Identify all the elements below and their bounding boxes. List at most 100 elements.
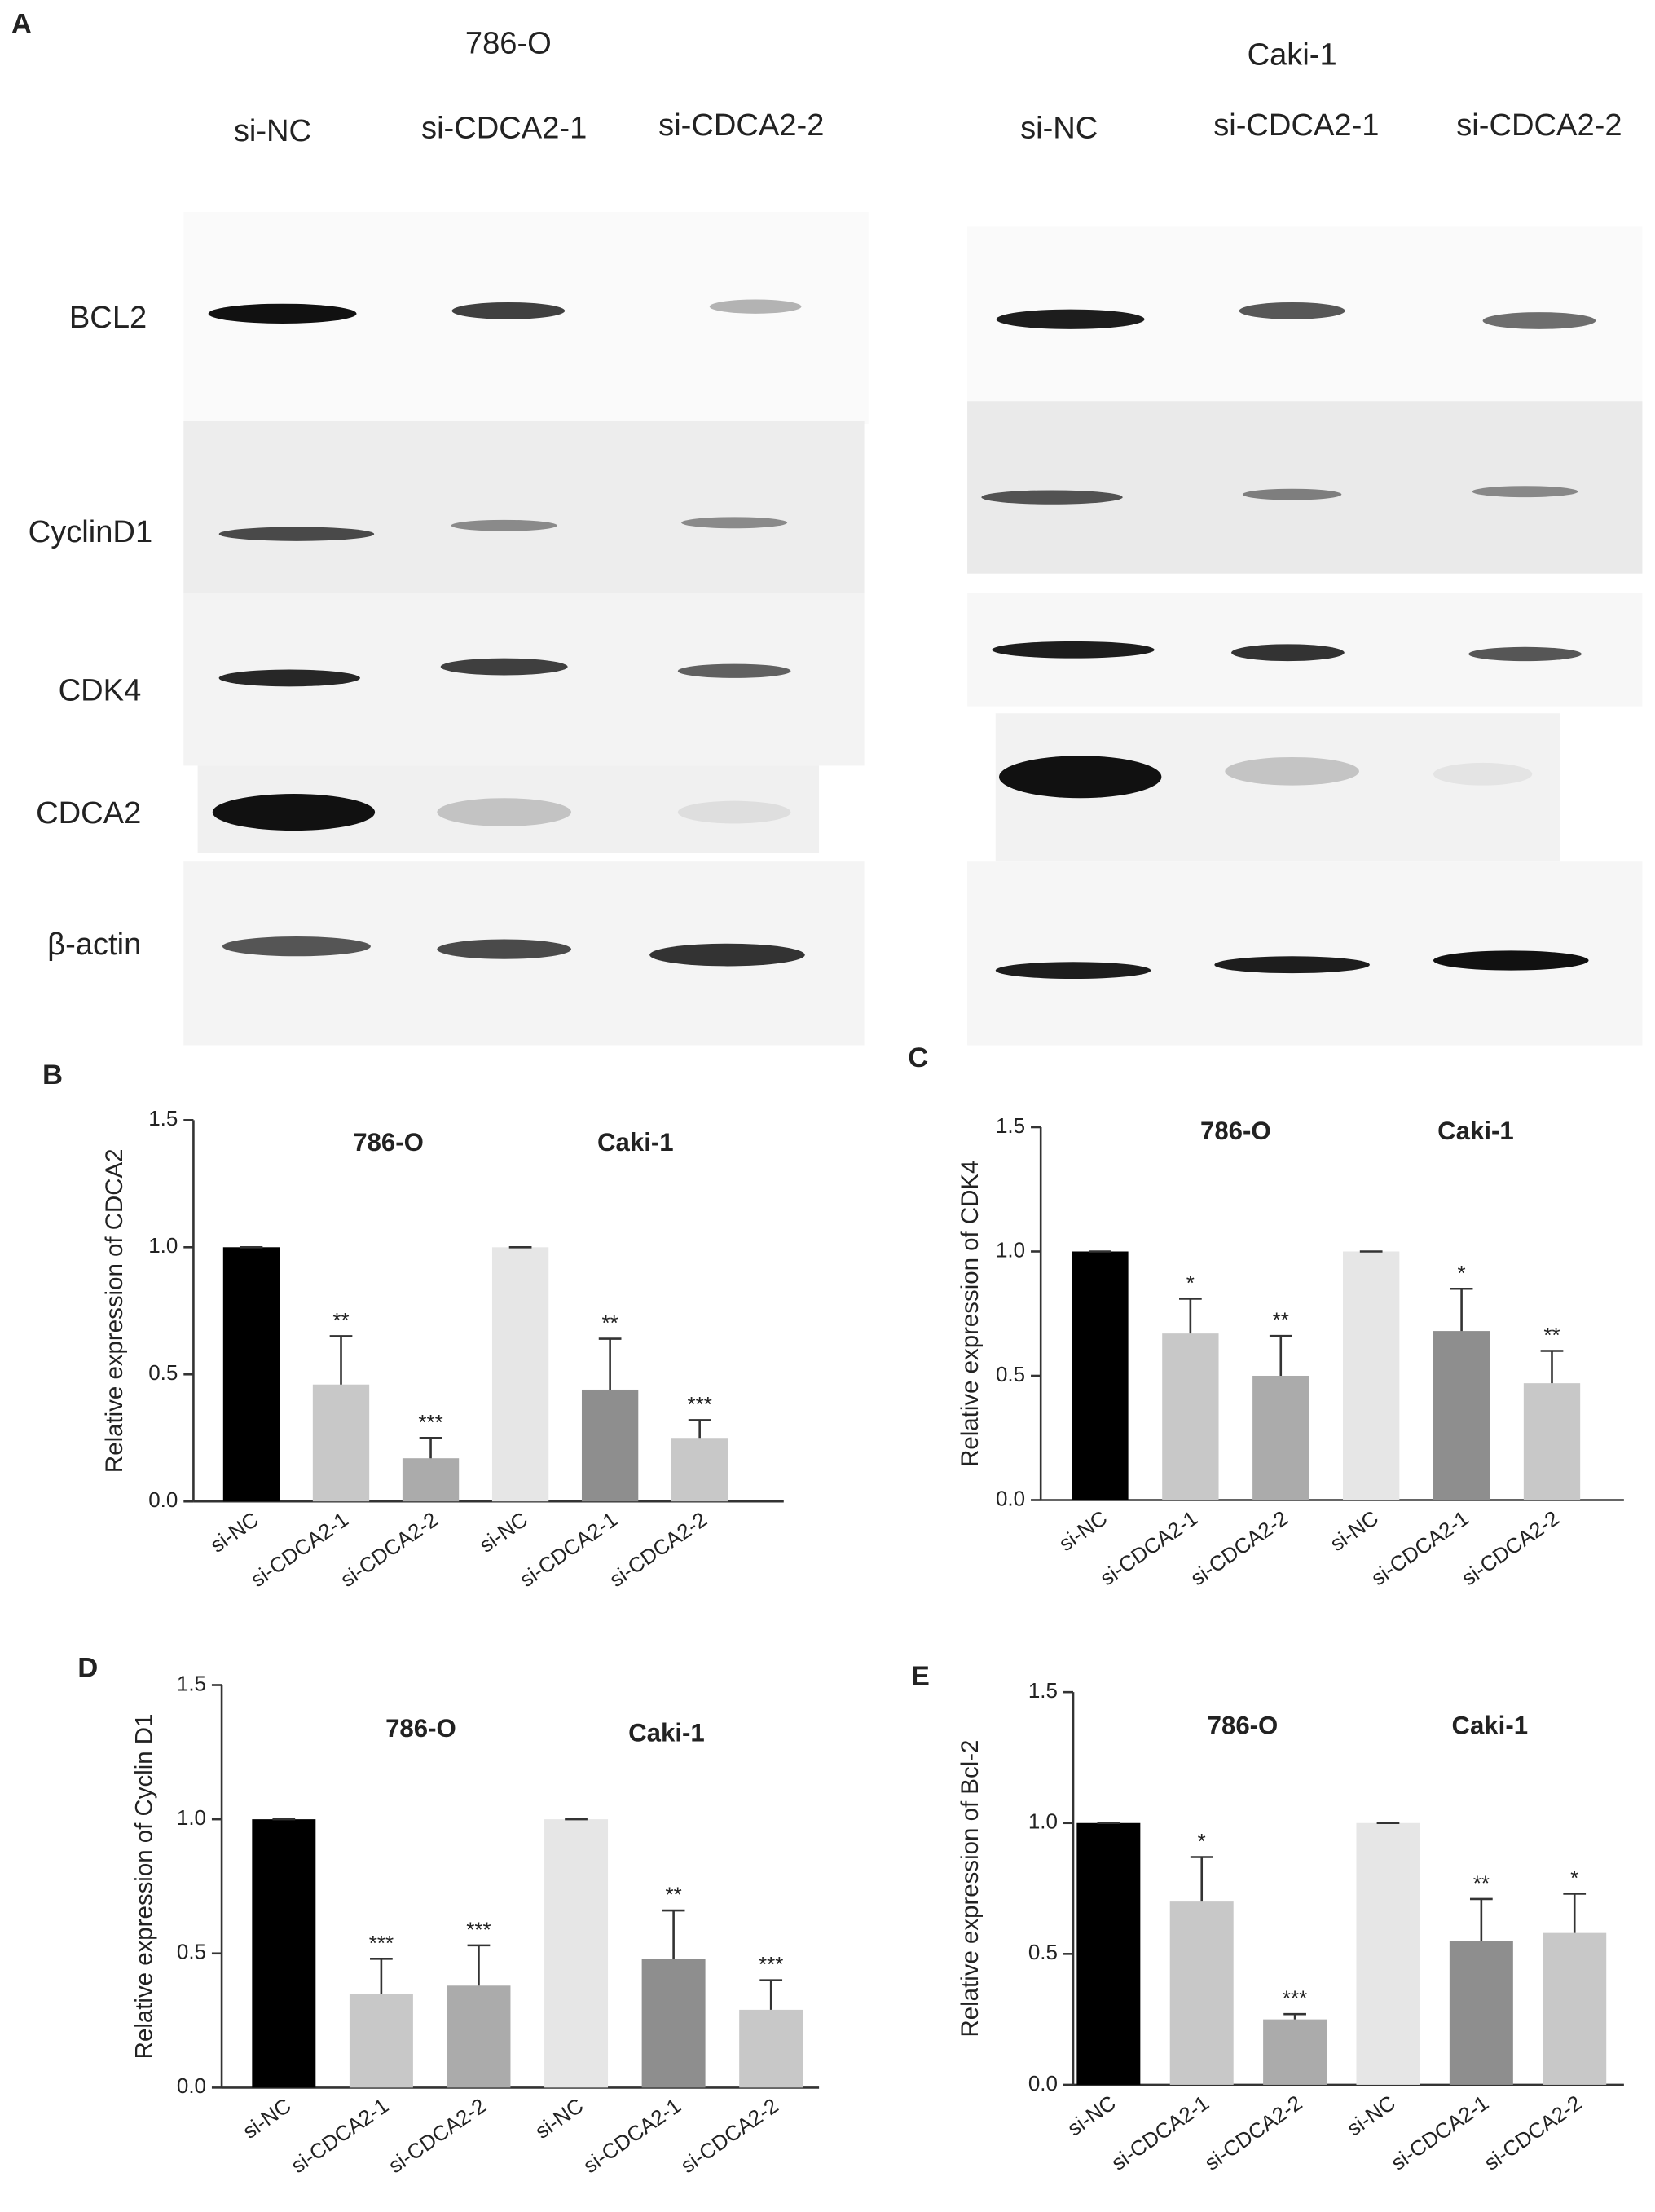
- error-bar: [419, 1436, 442, 1459]
- blot-band: [677, 800, 791, 824]
- bar: [1076, 1822, 1141, 2085]
- lane-label: si-CDCA2-1: [421, 111, 587, 146]
- bar: [1252, 1375, 1309, 1500]
- protein-label: CDK4: [59, 672, 142, 707]
- y-tick-label: 1.5: [1028, 1678, 1058, 1703]
- western-blot: [183, 212, 1643, 1046]
- significance-label: ***: [466, 1917, 491, 1941]
- blot-band: [681, 517, 788, 529]
- error-bar: [1450, 1287, 1473, 1332]
- x-tick-label: si-NC: [1342, 2091, 1399, 2141]
- x-tick-label: si-CDCA2-1: [1095, 1505, 1202, 1590]
- lane-label: si-NC: [1020, 111, 1098, 146]
- x-tick-label: si-NC: [1063, 2091, 1120, 2141]
- blot-band: [649, 943, 805, 967]
- group-label: Caki-1: [1451, 1712, 1528, 1740]
- significance-label: ***: [687, 1392, 711, 1417]
- significance-label: **: [332, 1308, 349, 1333]
- y-tick-label: 1.0: [1028, 1809, 1058, 1834]
- cell-line-label: Caki-1: [1248, 37, 1337, 72]
- bar: [671, 1438, 728, 1502]
- y-tick-label: 1.0: [148, 1233, 178, 1258]
- y-tick-label: 0.5: [148, 1360, 178, 1385]
- bar: [222, 1247, 280, 1502]
- blot-band: [677, 663, 791, 678]
- panel-label: A: [11, 8, 32, 39]
- x-tick-label: si-CDCA2-2: [1457, 1505, 1564, 1590]
- bar: [447, 1985, 511, 2088]
- bar: [544, 1819, 609, 2088]
- blot-band: [1239, 302, 1345, 319]
- x-tick-label: si-CDCA2-2: [1200, 2091, 1307, 2175]
- blot-band: [996, 309, 1145, 329]
- blot-band: [1433, 950, 1589, 971]
- significance-label: **: [1473, 1871, 1490, 1895]
- bar: [1523, 1383, 1581, 1500]
- cell-line-label: 786-O: [465, 26, 552, 61]
- bar: [1356, 1822, 1420, 2085]
- significance-label: *: [1186, 1271, 1195, 1295]
- significance-label: *: [1570, 1866, 1578, 1890]
- panel-label: E: [911, 1661, 930, 1692]
- blot-background: [967, 401, 1643, 574]
- y-tick-label: 1.0: [996, 1237, 1025, 1262]
- y-axis-label: Relative expression of Cyclin D1: [130, 1714, 157, 2060]
- blot-band: [212, 794, 376, 831]
- bar: [739, 2009, 803, 2088]
- blot-band: [440, 658, 568, 676]
- significance-label: **: [602, 1311, 618, 1335]
- error-bar: [598, 1337, 622, 1390]
- bar: [1343, 1251, 1400, 1500]
- blot-band: [218, 669, 360, 687]
- x-tick-label: si-CDCA2-1: [579, 2093, 685, 2178]
- x-tick-label: si-CDCA2-1: [1367, 1505, 1473, 1590]
- significance-label: ***: [1283, 1986, 1307, 2011]
- blot-band: [451, 519, 557, 531]
- bar: [491, 1247, 549, 1502]
- blot-band: [981, 490, 1123, 505]
- bar: [349, 1994, 413, 2088]
- blot-band: [208, 303, 357, 324]
- error-bar: [1469, 1897, 1493, 1941]
- significance-label: **: [665, 1883, 681, 1907]
- y-tick-label: 0.0: [996, 1486, 1025, 1510]
- blot-band: [999, 756, 1162, 799]
- protein-label: CyclinD1: [29, 514, 152, 549]
- x-tick-label: si-NC: [238, 2093, 295, 2144]
- significance-label: *: [1198, 1829, 1206, 1853]
- error-bar: [1190, 1856, 1213, 1902]
- bar: [1162, 1333, 1219, 1500]
- y-tick-label: 1.5: [177, 1671, 206, 1695]
- y-tick-label: 0.0: [177, 2073, 206, 2098]
- x-tick-label: si-NC: [1054, 1505, 1111, 1556]
- y-axis-label: Relative expression of CDCA2: [101, 1148, 128, 1473]
- x-tick-label: si-CDCA2-2: [676, 2093, 783, 2178]
- blot-band: [992, 641, 1155, 659]
- error-bar: [1269, 1334, 1292, 1376]
- error-bar: [370, 1958, 393, 1994]
- significance-label: **: [1273, 1308, 1289, 1333]
- blot-band: [437, 798, 571, 826]
- error-bar: [688, 1419, 711, 1439]
- error-bar: [467, 1944, 491, 1986]
- significance-label: *: [1458, 1261, 1466, 1285]
- error-bar: [1179, 1298, 1202, 1334]
- blot-band: [1225, 756, 1359, 786]
- x-tick-label: si-NC: [205, 1507, 262, 1558]
- lane-label: si-CDCA2-2: [1456, 108, 1622, 143]
- y-tick-label: 1.5: [148, 1106, 178, 1130]
- bar: [1263, 2019, 1327, 2085]
- blot-background: [183, 421, 865, 593]
- group-label: 786-O: [385, 1714, 456, 1743]
- x-tick-label: si-NC: [530, 2093, 588, 2144]
- x-tick-label: si-CDCA2-1: [246, 1507, 353, 1592]
- significance-label: ***: [759, 1952, 783, 1976]
- group-label: Caki-1: [628, 1718, 705, 1747]
- protein-label: β-actin: [47, 927, 141, 962]
- y-axis-label: Relative expression of CDK4: [957, 1161, 984, 1467]
- error-bar: [1563, 1893, 1587, 1933]
- y-tick-label: 1.0: [177, 1805, 206, 1830]
- y-tick-label: 0.5: [177, 1940, 206, 1964]
